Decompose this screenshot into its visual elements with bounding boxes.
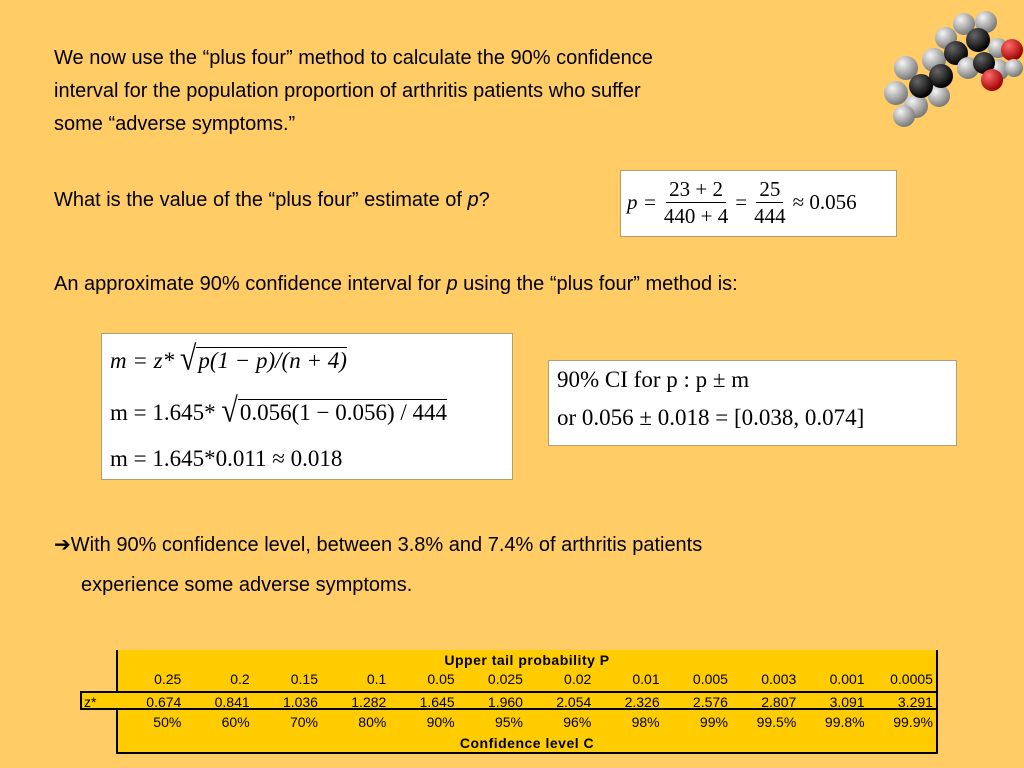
confidence-level-cell: 60% xyxy=(221,714,250,730)
ci-row-2: or 0.056 ± 0.018 = [0.038, 0.074] xyxy=(557,405,865,430)
prob-cell: 0.2 xyxy=(230,671,250,687)
estimate-lhs: p = xyxy=(627,190,657,214)
z-value-cell: 3.091 xyxy=(829,694,865,710)
z-value-cell: 2.807 xyxy=(761,694,797,710)
estimate-fraction-2: 25 444 xyxy=(754,177,786,228)
sqrt-icon: √ xyxy=(179,339,197,378)
margin-row-3: m = 1.645*0.011 ≈ 0.018 xyxy=(110,446,343,471)
approx-ci-text: An approximate 90% confidence interval f… xyxy=(54,273,738,295)
confidence-level-cell: 99.8% xyxy=(824,714,865,730)
z-value-cell: 0.841 xyxy=(214,694,250,710)
z-star-row: z* 0.674 0.841 1.036 1.282 1.645 1.960 2.054 2.… xyxy=(80,691,938,710)
confidence-level-row: 50% 60% 70% 80% 90% 95% 96% 98% 99% 99.5% 99.8% 99.… xyxy=(116,713,936,732)
z-value-cell: 3.291 xyxy=(897,694,933,710)
prob-cell: 0.1 xyxy=(366,671,387,687)
confidence-level-cell: 50% xyxy=(153,714,182,730)
intro-line-1: We now use the “plus four” method to cal… xyxy=(54,47,653,69)
z-star-label: z* xyxy=(84,694,97,710)
z-value-cell: 2.576 xyxy=(692,694,728,710)
z-value-cell: 1.960 xyxy=(487,694,523,710)
prob-cell: 0.0005 xyxy=(890,671,933,687)
confidence-level-cell: 90% xyxy=(426,714,455,730)
intro-line-3: some “adverse symptoms.” xyxy=(54,113,296,135)
margin-of-error-formula: m = z* √p(1 − p)/(n + 4) m = 1.645* √0.0… xyxy=(101,333,513,480)
prob-cell: 0.001 xyxy=(829,671,865,687)
plus-four-estimate-formula: p = 23 + 2 440 + 4 = 25 444 ≈ 0.056 xyxy=(620,170,897,237)
z-value-cell: 1.645 xyxy=(419,694,455,710)
confidence-level-cell: 99% xyxy=(699,714,728,730)
confidence-level-cell: 99.9% xyxy=(893,714,933,730)
conclusion-text: ➔With 90% confidence level, between 3.8%… xyxy=(54,534,703,596)
table-header: Upper tail probability P xyxy=(444,652,610,668)
z-value-cell: 0.674 xyxy=(146,694,182,710)
prob-cell: 0.025 xyxy=(487,671,523,687)
margin-row-2: m = 1.645* √0.056(1 − 0.056) / 444 xyxy=(110,391,448,430)
confidence-level-cell: 80% xyxy=(358,714,387,730)
confidence-interval-result: 90% CI for p : p ± m or 0.056 ± 0.018 = … xyxy=(548,360,957,446)
prob-cell: 0.25 xyxy=(154,671,182,687)
prob-cell: 0.005 xyxy=(692,671,728,687)
confidence-level-cell: 99.5% xyxy=(756,714,797,730)
prob-cell: 0.01 xyxy=(632,671,660,687)
z-value-cell: 1.282 xyxy=(351,694,387,710)
molecule-illustration xyxy=(884,11,1023,127)
estimate-fraction-1: 23 + 2 440 + 4 xyxy=(663,177,729,228)
z-value-cell: 2.326 xyxy=(624,694,660,710)
sqrt-icon: √ xyxy=(221,391,238,430)
z-critical-value-table: Upper tail probability P 0.25 0.2 0.15 0.1 0… xyxy=(80,650,938,754)
confidence-level-cell: 98% xyxy=(631,714,660,730)
prob-cell: 0.15 xyxy=(290,671,318,687)
confidence-level-cell: 96% xyxy=(563,714,592,730)
margin-row-1: m = z* √p(1 − p)/(n + 4) xyxy=(110,339,347,378)
prob-cell: 0.05 xyxy=(427,671,455,687)
z-value-cell: 1.036 xyxy=(282,694,318,710)
intro-line-2: interval for the population proportion o… xyxy=(54,80,641,102)
z-value-cell: 2.054 xyxy=(556,694,592,710)
question-text: What is the value of the “plus four” est… xyxy=(54,189,490,211)
confidence-level-cell: 70% xyxy=(289,714,318,730)
probability-row: 0.25 0.2 0.15 0.1 0.05 0.025 0.02 0.01 0.005 0.00… xyxy=(116,670,936,689)
prob-cell: 0.003 xyxy=(761,671,797,687)
estimate-result: ≈ 0.056 xyxy=(792,190,857,214)
arrow-right-icon: ➔ xyxy=(54,534,71,556)
ci-row-1: 90% CI for p : p ± m xyxy=(557,367,750,392)
confidence-level-cell: 95% xyxy=(494,714,523,730)
intro-text: We now use the “plus four” method to cal… xyxy=(54,42,653,141)
prob-cell: 0.02 xyxy=(564,671,592,687)
table-footer: Confidence level C xyxy=(459,735,595,751)
